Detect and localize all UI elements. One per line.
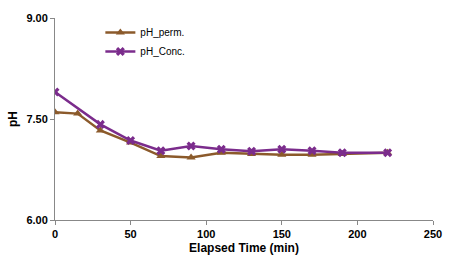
svg-text:250: 250 — [424, 228, 442, 240]
svg-text:pH: pH — [6, 111, 20, 127]
svg-text:0: 0 — [52, 228, 58, 240]
svg-text:9.00: 9.00 — [26, 12, 47, 24]
svg-text:7.50: 7.50 — [26, 113, 47, 125]
svg-text:150: 150 — [273, 228, 291, 240]
svg-text:200: 200 — [348, 228, 366, 240]
svg-text:pH_perm.: pH_perm. — [140, 27, 184, 38]
svg-text:100: 100 — [197, 228, 215, 240]
svg-text:Elapsed Time (min): Elapsed Time (min) — [189, 241, 299, 255]
svg-text:50: 50 — [124, 228, 136, 240]
svg-text:pH_Conc.: pH_Conc. — [140, 46, 184, 57]
svg-text:6.00: 6.00 — [26, 214, 47, 226]
